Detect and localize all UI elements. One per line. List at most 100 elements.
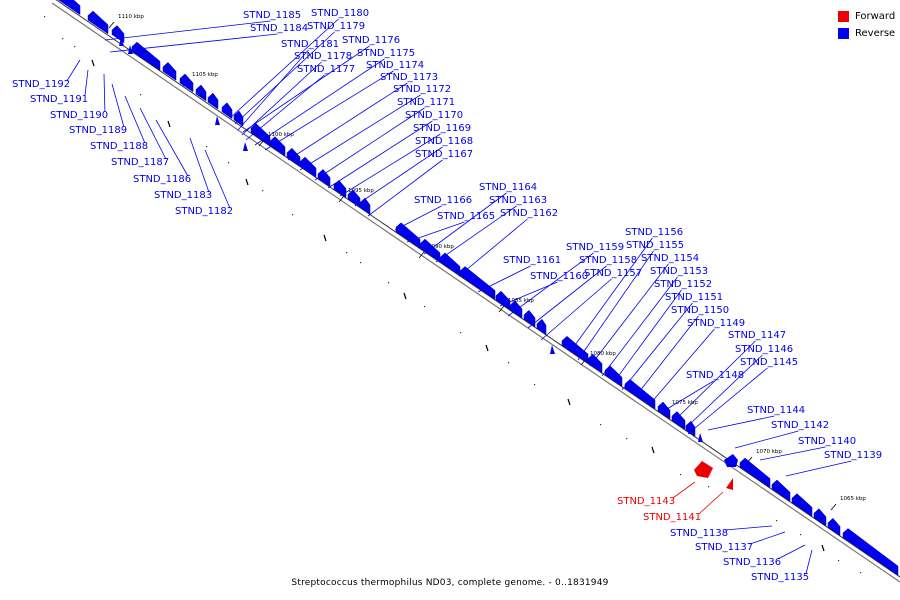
gene-label: STND_1174 bbox=[366, 60, 424, 71]
gene-leader-line bbox=[724, 525, 773, 531]
scale-tick bbox=[830, 503, 837, 511]
gene-leader-line bbox=[569, 237, 653, 353]
orf-mark bbox=[567, 398, 571, 406]
gene-leader-line bbox=[674, 340, 756, 421]
gene-label: STND_1187 bbox=[111, 157, 169, 168]
orf-dot bbox=[262, 190, 264, 192]
orf-dot bbox=[776, 520, 778, 522]
reverse-gene-glyph bbox=[523, 309, 536, 328]
orf-mark bbox=[167, 120, 171, 128]
gene-leader-line bbox=[254, 58, 385, 146]
gene-label: STND_1143 bbox=[617, 496, 675, 507]
gene-leader-line bbox=[601, 276, 678, 377]
gene-leader-line bbox=[477, 265, 531, 293]
reverse-gene-glyph bbox=[688, 425, 693, 434]
gene-label: STND_1182 bbox=[175, 206, 233, 217]
scale-tick-label: 1100 kbp bbox=[268, 132, 294, 138]
gene-label: STND_1163 bbox=[489, 195, 547, 206]
reverse-gene-glyph bbox=[286, 147, 301, 167]
gene-label: STND_1179 bbox=[307, 21, 365, 32]
scale-tick-label: 1085 kbp bbox=[508, 298, 534, 304]
gene-leader-line bbox=[589, 263, 669, 367]
reverse-gene-glyph bbox=[671, 411, 686, 430]
gene-label: STND_1162 bbox=[500, 208, 558, 219]
gene-label: STND_1184 bbox=[250, 23, 308, 34]
gene-leader-line bbox=[394, 205, 442, 231]
scale-tick bbox=[498, 305, 505, 313]
orf-dot bbox=[74, 46, 76, 48]
legend-forward-label: Forward bbox=[855, 11, 896, 22]
legend-reverse-label: Reverse bbox=[855, 28, 896, 39]
reverse-gene-glyph bbox=[243, 142, 248, 151]
gene-label: STND_1145 bbox=[740, 357, 798, 368]
reverse-gene-glyph bbox=[698, 433, 703, 442]
gene-label: STND_1173 bbox=[380, 72, 438, 83]
gene-leader-line bbox=[785, 460, 852, 477]
orf-dot bbox=[62, 38, 64, 40]
reverse-gene-glyph bbox=[87, 10, 109, 35]
scale-tick-label: 1070 kbp bbox=[756, 449, 782, 455]
gene-leader-line bbox=[805, 549, 813, 575]
scale-tick-label: 1105 kbp bbox=[192, 72, 218, 78]
gene-leader-line bbox=[245, 74, 325, 141]
reverse-gene-glyph bbox=[162, 62, 177, 81]
gene-leader-line bbox=[577, 250, 654, 361]
gene-leader-line bbox=[204, 149, 231, 209]
gene-leader-line bbox=[139, 107, 167, 160]
legend: Forward Reverse bbox=[838, 8, 895, 42]
gene-label: STND_1167 bbox=[415, 149, 473, 160]
legend-item-forward: Forward bbox=[838, 8, 895, 25]
gene-label: STND_1139 bbox=[824, 450, 882, 461]
orf-dot bbox=[206, 146, 208, 148]
legend-item-reverse: Reverse bbox=[838, 25, 895, 42]
scale-tick bbox=[108, 21, 115, 29]
orf-dot bbox=[388, 282, 390, 284]
gene-leader-line bbox=[749, 531, 786, 545]
gene-label: STND_1155 bbox=[626, 240, 684, 251]
reverse-gene-glyph bbox=[771, 479, 791, 502]
gene-leader-line bbox=[406, 221, 465, 243]
reverse-gene-glyph bbox=[119, 37, 124, 46]
gene-leader-line bbox=[84, 69, 89, 97]
gene-label: STND_1157 bbox=[584, 268, 642, 279]
scale-tick bbox=[338, 195, 345, 203]
gene-leader-line bbox=[241, 61, 322, 136]
gene-leader-line bbox=[109, 33, 278, 53]
gene-leader-line bbox=[264, 70, 394, 151]
orf-dot bbox=[140, 94, 142, 96]
gene-leader-line bbox=[499, 281, 558, 307]
orf-mark bbox=[91, 59, 95, 67]
reverse-gene-glyph bbox=[250, 123, 271, 147]
reverse-gene-glyph bbox=[111, 25, 125, 44]
reverse-gene-glyph bbox=[317, 169, 331, 188]
reverse-gene-glyph bbox=[347, 189, 361, 208]
gene-label: STND_1140 bbox=[798, 436, 856, 447]
orf-dot bbox=[360, 262, 362, 264]
gene-leader-line bbox=[689, 354, 763, 425]
reverse-gene-glyph bbox=[604, 365, 623, 387]
gene-leader-line bbox=[661, 380, 714, 413]
gene-label: STND_1152 bbox=[654, 279, 712, 290]
orf-dot bbox=[800, 534, 802, 536]
reverse-gene-glyph bbox=[587, 353, 603, 374]
gene-label: STND_1176 bbox=[342, 35, 400, 46]
gene-label: STND_1158 bbox=[579, 255, 637, 266]
reverse-gene-glyph bbox=[269, 136, 286, 157]
gene-label: STND_1191 bbox=[30, 94, 88, 105]
reverse-gene-glyph bbox=[439, 252, 461, 277]
gene-label: STND_1147 bbox=[728, 330, 786, 341]
gene-leader-line bbox=[287, 82, 408, 161]
gene-label: STND_1165 bbox=[437, 211, 495, 222]
gene-leader-line bbox=[66, 59, 81, 82]
gene-leader-line bbox=[237, 49, 309, 131]
gene-label: STND_1144 bbox=[747, 405, 805, 416]
gene-label: STND_1151 bbox=[665, 292, 723, 303]
gene-label: STND_1146 bbox=[735, 344, 793, 355]
gene-label: STND_1136 bbox=[723, 557, 781, 568]
gene-leader-line bbox=[339, 133, 441, 197]
reverse-gene-glyph bbox=[739, 457, 771, 489]
gene-leader-line bbox=[759, 446, 826, 461]
reverse-swatch bbox=[838, 28, 849, 39]
orf-mark bbox=[485, 344, 489, 352]
